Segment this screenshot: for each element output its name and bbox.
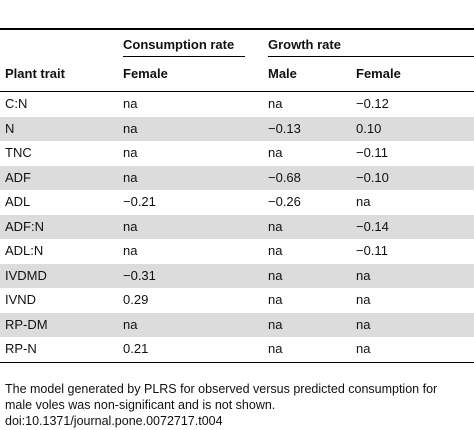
bottom-rule bbox=[0, 362, 474, 363]
cell-plant-trait: RP-DM bbox=[5, 316, 48, 332]
cell-plant-trait: IVND bbox=[5, 292, 37, 307]
table-row: TNC na na −0.11 bbox=[0, 141, 474, 166]
cell-consumption-female: na bbox=[123, 316, 138, 332]
column-header-growth-male: Male bbox=[268, 66, 297, 81]
cell-growth-male: na bbox=[268, 292, 283, 307]
cell-consumption-female: na bbox=[123, 218, 138, 234]
group-header-growth: Growth rate bbox=[268, 37, 341, 52]
cell-plant-trait: ADF:N bbox=[5, 218, 44, 234]
cell-growth-female: −0.11 bbox=[356, 145, 388, 160]
cell-consumption-female: 0.21 bbox=[123, 341, 149, 356]
header-rule bbox=[0, 91, 474, 92]
group-header-consumption: Consumption rate bbox=[123, 37, 235, 52]
cell-plant-trait: ADL:N bbox=[5, 243, 44, 258]
table-row: ADF:N na na −0.14 bbox=[0, 214, 474, 239]
cell-growth-male: na bbox=[268, 96, 283, 111]
cell-growth-male: na bbox=[268, 145, 283, 160]
cell-consumption-female: 0.29 bbox=[123, 292, 149, 307]
top-rule bbox=[0, 28, 474, 30]
footnote-line-1: The model generated by PLRS for observed… bbox=[5, 382, 438, 396]
cell-plant-trait: ADF bbox=[5, 169, 31, 185]
table-row: IVDMD −0.31 na na bbox=[0, 263, 474, 288]
doi-text: doi:10.1371/journal.pone.0072717.t004 bbox=[5, 414, 223, 428]
cell-consumption-female: na bbox=[123, 96, 138, 111]
cell-growth-male: −0.68 bbox=[268, 169, 301, 185]
cell-growth-female: na bbox=[356, 267, 371, 283]
table-row: ADL:N na na −0.11 bbox=[0, 239, 474, 264]
cell-growth-female: na bbox=[356, 194, 371, 209]
cell-growth-female: na bbox=[356, 316, 371, 332]
cell-growth-male: na bbox=[268, 218, 283, 234]
cell-consumption-female: na bbox=[123, 120, 138, 136]
cell-consumption-female: na bbox=[123, 169, 138, 185]
column-header-consumption-female: Female bbox=[123, 66, 168, 81]
footnote-line-2: male voles was non-significant and is no… bbox=[5, 398, 276, 412]
column-header-plant-trait: Plant trait bbox=[5, 66, 65, 81]
cell-plant-trait: IVDMD bbox=[5, 267, 47, 283]
cell-growth-male: −0.13 bbox=[268, 120, 301, 136]
cell-plant-trait: RP-N bbox=[5, 341, 37, 356]
cell-growth-female: na bbox=[356, 292, 371, 307]
cell-growth-male: na bbox=[268, 267, 283, 283]
cell-plant-trait: N bbox=[5, 120, 15, 136]
cell-consumption-female: −0.21 bbox=[123, 194, 156, 209]
table-row: RP-N 0.21 na na bbox=[0, 337, 474, 362]
cell-consumption-female: na bbox=[123, 145, 138, 160]
cell-growth-female: na bbox=[356, 341, 371, 356]
table-row: IVND 0.29 na na bbox=[0, 288, 474, 313]
cell-growth-female: 0.10 bbox=[356, 120, 382, 136]
cell-growth-female: −0.12 bbox=[356, 96, 389, 111]
cell-growth-female: −0.10 bbox=[356, 169, 389, 185]
cell-plant-trait: C:N bbox=[5, 96, 28, 111]
cell-consumption-female: na bbox=[123, 243, 138, 258]
cell-growth-male: na bbox=[268, 243, 283, 258]
cell-consumption-female: −0.31 bbox=[123, 267, 156, 283]
table-row: ADL −0.21 −0.26 na bbox=[0, 190, 474, 215]
table-row: C:N na na −0.12 bbox=[0, 92, 474, 117]
growth-span-rule bbox=[268, 56, 474, 57]
table-row: ADF na −0.68 −0.10 bbox=[0, 165, 474, 190]
cell-plant-trait: TNC bbox=[5, 145, 32, 160]
cell-growth-male: na bbox=[268, 341, 283, 356]
cell-growth-female: −0.11 bbox=[356, 243, 388, 258]
table-row: RP-DM na na na bbox=[0, 312, 474, 337]
consumption-span-rule bbox=[123, 56, 245, 57]
cell-growth-male: −0.26 bbox=[268, 194, 301, 209]
cell-growth-female: −0.14 bbox=[356, 218, 389, 234]
cell-growth-male: na bbox=[268, 316, 283, 332]
cell-plant-trait: ADL bbox=[5, 194, 31, 209]
column-header-growth-female: Female bbox=[356, 66, 401, 81]
